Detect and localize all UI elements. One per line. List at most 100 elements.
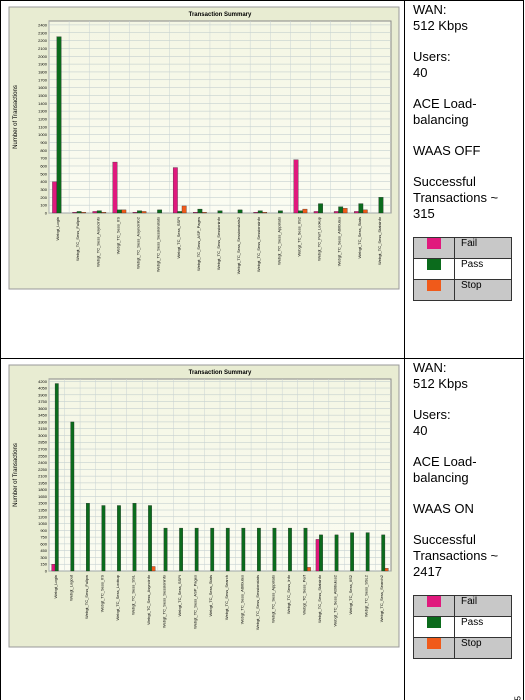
bar bbox=[293, 159, 299, 214]
y-tick-label: 100 bbox=[40, 203, 47, 208]
legend-swatch bbox=[427, 280, 441, 291]
note-paragraph: WAN: 512 Kbps bbox=[413, 360, 517, 392]
x-tick-label: Webgt_TC_Sess_Sessionstats bbox=[255, 575, 260, 630]
y-tick-label: 300 bbox=[40, 187, 47, 192]
note-paragraph: WAN: 512 Kbps bbox=[413, 2, 517, 34]
x-tick-label: Webgt_Login bbox=[55, 217, 60, 241]
bar bbox=[362, 209, 368, 214]
x-tick-label: Webgt_TC_Sess_Info bbox=[286, 574, 291, 614]
legend: Fail Pass Stop bbox=[413, 595, 512, 659]
bar bbox=[52, 181, 57, 214]
bar bbox=[272, 527, 277, 572]
bar bbox=[333, 211, 339, 214]
chart-title: Transaction Summary bbox=[189, 370, 252, 376]
note-text: 40 bbox=[413, 65, 428, 80]
bar bbox=[137, 210, 142, 214]
legend-label: Fail bbox=[454, 237, 512, 259]
x-tick-label: Webgt_TC_Sess_Sessionstats2 bbox=[236, 216, 241, 274]
legend-label: Fail bbox=[454, 595, 512, 617]
y-tick-label: 450 bbox=[40, 548, 47, 553]
bar bbox=[117, 505, 121, 572]
y-tick-label: 1950 bbox=[38, 480, 48, 485]
y-tick-label: 3150 bbox=[38, 426, 48, 431]
note-paragraph: ACE Load-balancing bbox=[413, 454, 517, 486]
x-tick-label: Webgt_TC_Sess_Asyncinfo2 bbox=[136, 216, 141, 269]
note-paragraph: ACE Load-balancing bbox=[413, 96, 517, 128]
y-tick-label: 200 bbox=[40, 195, 47, 200]
y-tick-label: 1900 bbox=[38, 62, 48, 67]
x-tick-label: Webgt_TC_Sess_ASP_Pages bbox=[193, 575, 198, 629]
y-tick-label: 1100 bbox=[38, 124, 47, 129]
note-text: WAAS ON bbox=[413, 501, 474, 516]
legend-label: Pass bbox=[454, 616, 512, 638]
figure-id: 223815 bbox=[514, 696, 523, 700]
plot-area bbox=[48, 20, 392, 214]
y-tick-label: 3450 bbox=[38, 413, 48, 418]
legend-row: Pass bbox=[413, 616, 512, 638]
bar bbox=[217, 210, 223, 214]
bar bbox=[298, 210, 303, 214]
legend-swatch-cell bbox=[413, 237, 455, 259]
note-text: ACE Load-balancing bbox=[413, 96, 477, 127]
y-tick-label: 600 bbox=[40, 541, 47, 546]
y-tick-label: 600 bbox=[40, 163, 47, 168]
bar bbox=[101, 212, 107, 214]
bar bbox=[177, 211, 183, 214]
x-tick-label: Webgt_TC_Sess_Statsinfo bbox=[377, 216, 382, 265]
legend-swatch bbox=[427, 617, 441, 628]
x-tick-label: Webgt_TC_Sess_Lookup bbox=[115, 574, 120, 620]
note-paragraph: WAAS OFF bbox=[413, 143, 517, 159]
bar bbox=[354, 211, 359, 214]
y-tick-label: 300 bbox=[40, 555, 47, 560]
y-tick-label: 3900 bbox=[38, 392, 48, 397]
note-text: WAN: bbox=[413, 360, 447, 375]
bar bbox=[51, 564, 56, 572]
bar bbox=[319, 534, 323, 572]
bar bbox=[81, 212, 86, 214]
notes: WAN: 512 Kbps Users: 40 ACE Load-balancing WA… bbox=[405, 1, 523, 222]
chart-cell: Transaction Summary Number of Transaction… bbox=[0, 358, 405, 700]
bar bbox=[70, 421, 75, 572]
legend-swatch bbox=[427, 596, 441, 607]
bar bbox=[194, 527, 199, 572]
x-tick-label: Webgt_TC_Sess_SSPI bbox=[177, 575, 182, 617]
bar bbox=[197, 208, 203, 214]
bar bbox=[253, 212, 259, 214]
bar bbox=[179, 527, 183, 572]
note-text: 512 Kbps bbox=[413, 376, 468, 391]
bar bbox=[101, 505, 106, 572]
y-tick-label: 2400 bbox=[38, 22, 48, 27]
bar bbox=[288, 527, 292, 572]
bar bbox=[112, 161, 118, 214]
x-tick-label: Webgt_TC_Sess_Perf bbox=[302, 574, 307, 615]
y-tick-label: 3000 bbox=[38, 433, 48, 438]
y-tick-label: 1400 bbox=[38, 101, 48, 106]
x-tick-label: Webgt_TC_Sess_Stats bbox=[357, 217, 362, 259]
note-text: Users: bbox=[413, 407, 451, 422]
y-tick-label: 800 bbox=[40, 148, 47, 153]
legend-swatch-cell bbox=[413, 279, 455, 301]
bar bbox=[163, 527, 168, 572]
chart-title: Transaction Summary bbox=[189, 12, 252, 18]
legend-swatch-cell bbox=[413, 637, 455, 659]
bar bbox=[72, 212, 78, 214]
x-tick-label: Webgt_Login bbox=[53, 575, 58, 599]
x-tick-label: Webgt_TC_Sess_IIS2 bbox=[296, 216, 301, 256]
bar bbox=[313, 211, 319, 214]
x-tick-label: Webgt_TC_Sess_SSL bbox=[131, 574, 136, 615]
y-tick-label: 2250 bbox=[38, 467, 48, 472]
bar bbox=[307, 567, 311, 572]
bar bbox=[172, 167, 178, 214]
bar bbox=[338, 206, 344, 214]
y-tick-label: 2850 bbox=[38, 440, 48, 445]
y-tick-label: 0 bbox=[45, 211, 48, 216]
bar bbox=[381, 534, 386, 572]
bar bbox=[141, 211, 147, 214]
y-tick-label: 3600 bbox=[38, 406, 48, 411]
legend-label: Stop bbox=[454, 637, 512, 659]
notes-cell: WAN: 512 Kbps Users: 40 ACE Load-balancing WA… bbox=[404, 358, 524, 700]
y-tick-label: 2000 bbox=[38, 54, 48, 59]
x-tick-label: Webgt_TC_Sess_SSL2 bbox=[364, 574, 369, 617]
